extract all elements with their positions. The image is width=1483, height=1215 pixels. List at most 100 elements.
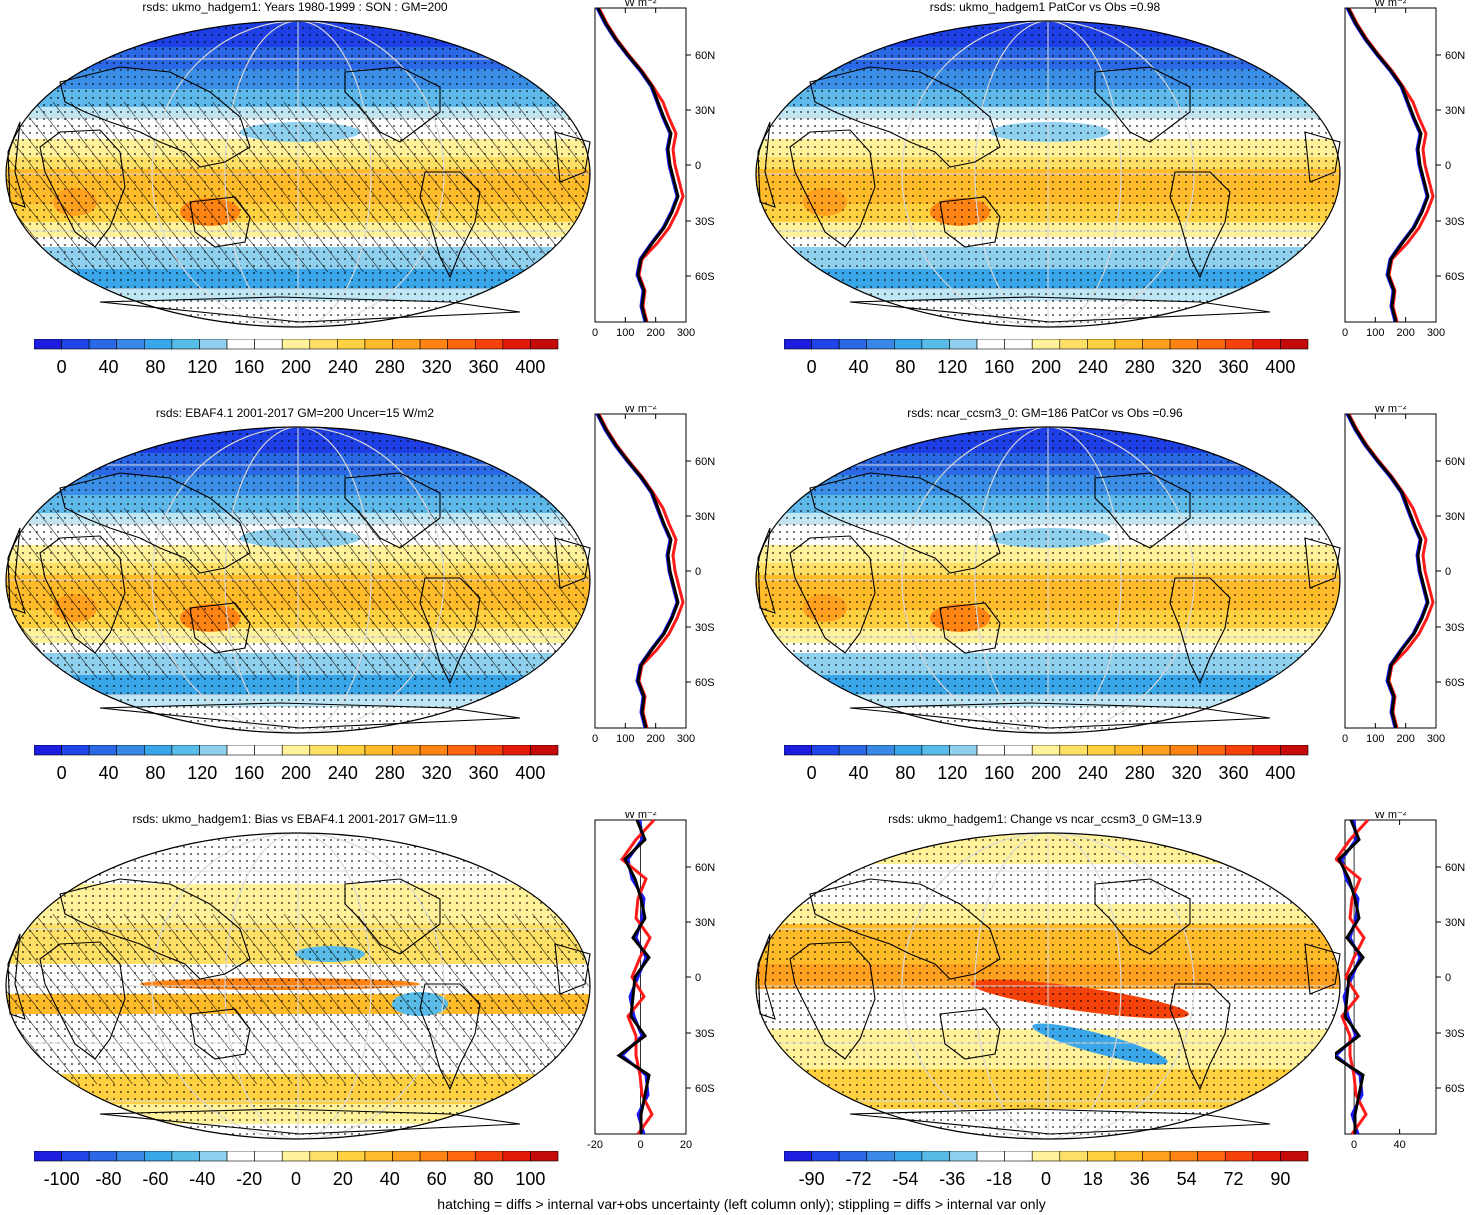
colorbar-swatch	[61, 1151, 90, 1162]
colorbar-swatch	[88, 1151, 118, 1162]
lat-tick-label: 0	[1445, 972, 1451, 984]
colorbar-swatch	[949, 745, 978, 756]
lat-tick-label: 30N	[1445, 917, 1465, 929]
colorbar-label: -40	[189, 1169, 215, 1189]
zonal-mean-plot: W m⁻² 60N 30N 0 30S 60S -20 0 20	[587, 812, 715, 1151]
colorbar-swatch	[34, 1151, 62, 1162]
colorbar-swatch	[474, 1151, 504, 1162]
colorbar-swatch	[1031, 339, 1061, 350]
zonal-unit: W m⁻²	[624, 406, 656, 415]
map-panel: rsds: ukmo_hadgem1: Bias vs EBAF4.1 2001…	[0, 812, 740, 1207]
colorbar-swatch	[61, 339, 90, 350]
zonal-line-black	[1346, 7, 1430, 323]
graticule	[756, 21, 1340, 327]
colorbar-label: 120	[937, 357, 967, 377]
colorbar: 0 40 80 120 160 200 240 280 320 360 400	[34, 745, 559, 783]
zonal-line-red	[1335, 818, 1370, 1135]
coastlines	[7, 66, 591, 323]
colorbar-swatch	[116, 745, 145, 756]
colorbar-swatch	[1224, 1151, 1254, 1162]
colorbar-label: -18	[986, 1169, 1012, 1189]
colorbar-swatch	[1252, 339, 1281, 350]
colorbar-label: 80	[895, 357, 915, 377]
colorbar-swatch	[88, 339, 118, 350]
colorbar-swatch	[226, 745, 255, 756]
zonal-mean-plot: W m⁻² 60N 30N 0 30S 60S 0 100 200 300	[1342, 406, 1465, 745]
lat-tick-label: 0	[1445, 566, 1451, 578]
lat-tick-label: 60N	[695, 50, 715, 62]
colorbar-swatch	[1031, 745, 1061, 756]
colorbar-swatch	[364, 339, 393, 350]
colorbar-label: 240	[1078, 763, 1108, 783]
colorbar-swatch	[171, 745, 200, 756]
colorbar-swatch	[1142, 745, 1171, 756]
colorbar-swatch	[894, 1151, 923, 1162]
colorbar-label: 0	[1041, 1169, 1051, 1189]
colorbar-swatch	[1059, 745, 1088, 756]
colorbar-label: 0	[57, 357, 67, 377]
colorbar-label: 90	[1270, 1169, 1290, 1189]
robinson-map	[755, 20, 1341, 328]
coastlines	[757, 66, 1341, 323]
panel-title: rsds: ukmo_hadgem1: Years 1980-1999 : SO…	[142, 0, 448, 14]
colorbar-swatch	[530, 745, 559, 756]
colorbar-swatch	[949, 1151, 978, 1162]
lat-tick-label: 30N	[695, 917, 715, 929]
colorbar-swatch	[1031, 1151, 1061, 1162]
colorbar-swatch	[1004, 339, 1033, 350]
lat-tick-label: 0	[695, 972, 701, 984]
colorbar-swatch	[530, 1151, 559, 1162]
lat-tick-label: 30S	[695, 622, 715, 634]
robinson-map	[5, 832, 591, 1140]
colorbar-swatch	[866, 1151, 895, 1162]
zonal-x-tick-label: 100	[616, 327, 634, 339]
colorbar-label: 72	[1224, 1169, 1244, 1189]
zonal-mean-plot: W m⁻² 60N 30N 0 30S 60S 0 100 200 300	[592, 406, 715, 745]
colorbar-label: -90	[799, 1169, 825, 1189]
coastlines	[7, 878, 591, 1135]
colorbar-swatch	[337, 1151, 366, 1162]
panel-title: rsds: ukmo_hadgem1 PatCor vs Obs =0.98	[929, 0, 1161, 14]
colorbar-label: 54	[1177, 1169, 1197, 1189]
map-border	[755, 426, 1341, 734]
panel-title: rsds: ncar_ccsm3_0: GM=186 PatCor vs Obs…	[907, 406, 1183, 420]
colorbar-swatch	[309, 1151, 338, 1162]
colorbar-label: 36	[1130, 1169, 1150, 1189]
colorbar-label: 280	[1125, 357, 1155, 377]
lat-tick-label: 0	[695, 566, 701, 578]
colorbar-swatch	[1087, 339, 1116, 350]
zonal-x-tick-label: 100	[616, 733, 634, 745]
colorbar-swatch	[1114, 339, 1143, 350]
colorbar-swatch	[144, 1151, 173, 1162]
colorbar-swatch	[502, 339, 531, 350]
lat-tick-label: 30N	[695, 105, 715, 117]
colorbar-swatch	[530, 339, 559, 350]
colorbar-swatch	[281, 745, 311, 756]
colorbar-swatch	[1087, 745, 1116, 756]
colorbar: -100 -80 -60 -40 -20 0 20 40 60 80 100	[34, 1151, 559, 1189]
colorbar-swatch	[784, 339, 812, 350]
colorbar-label: 360	[469, 357, 499, 377]
colorbar-swatch	[1004, 745, 1033, 756]
colorbar-label: 160	[234, 357, 264, 377]
colorbar-label: 120	[187, 357, 217, 377]
colorbar-label: 240	[1078, 357, 1108, 377]
colorbar-swatch	[419, 1151, 448, 1162]
colorbar-swatch	[254, 745, 283, 756]
map-panel: rsds: ukmo_hadgem1 PatCor vs Obs =0.98 W …	[750, 0, 1483, 395]
colorbar-swatch	[1224, 745, 1254, 756]
colorbar-swatch	[894, 745, 923, 756]
map-panel: rsds: ukmo_hadgem1: Change vs ncar_ccsm3…	[750, 812, 1483, 1207]
colorbar-swatch	[392, 745, 421, 756]
colorbar-label: 160	[984, 357, 1014, 377]
colorbar-swatch	[1197, 745, 1226, 756]
colorbar-swatch	[921, 745, 950, 756]
colorbar-swatch	[226, 1151, 255, 1162]
lat-tick-label: 60N	[1445, 862, 1465, 874]
map-border	[755, 832, 1341, 1140]
colorbar-label: 400	[1265, 357, 1295, 377]
zonal-x-tick-label: 300	[1427, 327, 1445, 339]
zonal-line-black	[616, 819, 651, 1134]
colorbar-label: 40	[98, 763, 118, 783]
colorbar-label: 80	[145, 357, 165, 377]
